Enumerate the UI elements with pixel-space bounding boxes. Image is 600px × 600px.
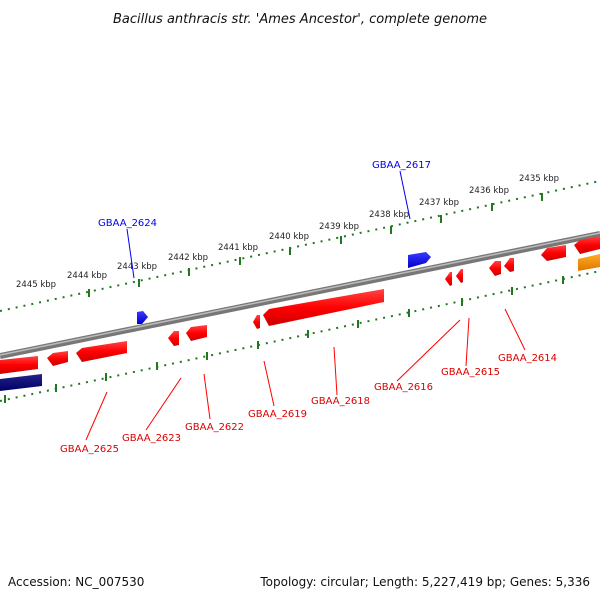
leader-gbaa-2614 bbox=[504, 308, 526, 351]
gene-label[interactable]: GBAA_2622 bbox=[185, 422, 244, 433]
gene-rna-orange[interactable] bbox=[578, 254, 600, 271]
kbp-label: 2440 kbp bbox=[269, 232, 309, 242]
kbp-label: 2438 kbp bbox=[369, 210, 409, 220]
gene-label[interactable]: GBAA_2616 bbox=[374, 382, 433, 393]
reverse-leader-lines bbox=[85, 308, 526, 441]
gene-arrow-right-2[interactable] bbox=[574, 236, 600, 254]
forward-gene-labels: GBAA_2624 GBAA_2617 bbox=[98, 160, 431, 229]
leader-gbaa-2625 bbox=[85, 391, 108, 441]
gene-label[interactable]: GBAA_2619 bbox=[248, 409, 307, 420]
genome-backbone-highlight bbox=[0, 232, 600, 356]
gene-gbaa-2614a-arrow[interactable] bbox=[489, 261, 501, 276]
gene-arrow-left-edge[interactable] bbox=[0, 356, 38, 374]
leader-gbaa-2616 bbox=[396, 319, 461, 382]
leader-gbaa-2617 bbox=[399, 170, 411, 220]
gene-gbaa-2618-arrow[interactable] bbox=[263, 289, 384, 326]
leader-gbaa-2622 bbox=[203, 373, 211, 420]
gene-gbaa-2616-arrow[interactable] bbox=[445, 272, 452, 286]
kbp-label: 2442 kbp bbox=[168, 253, 208, 263]
gene-label[interactable]: GBAA_2618 bbox=[311, 396, 370, 407]
gene-arrow-right-1[interactable] bbox=[541, 245, 566, 261]
gene-gbaa-2617-arrow[interactable] bbox=[408, 252, 431, 268]
genome-summary-text: Topology: circular; Length: 5,227,419 bp… bbox=[259, 575, 590, 589]
reverse-major-ticks bbox=[4, 276, 564, 403]
leader-gbaa-2619 bbox=[263, 360, 275, 407]
gene-other-navy[interactable] bbox=[0, 374, 42, 391]
gene-gbaa-2622-arrow[interactable] bbox=[168, 331, 179, 346]
gene-gbaa-2619-arrow[interactable] bbox=[253, 315, 260, 329]
gene-label[interactable]: GBAA_2617 bbox=[372, 160, 431, 171]
gene-label[interactable]: GBAA_2624 bbox=[98, 218, 157, 229]
kbp-scale-labels: 2445 kbp 2444 kbp 2443 kbp 2442 kbp 2441… bbox=[16, 174, 559, 290]
gene-gbaa-2624-arrow[interactable] bbox=[137, 311, 148, 324]
leader-gbaa-2624 bbox=[126, 228, 135, 279]
gene-label[interactable]: GBAA_2625 bbox=[60, 444, 119, 455]
gene-gbaa-2623-arrow[interactable] bbox=[76, 341, 127, 362]
leader-gbaa-2615 bbox=[465, 317, 470, 367]
gene-label[interactable]: GBAA_2614 bbox=[498, 353, 557, 364]
kbp-label: 2441 kbp bbox=[218, 243, 258, 253]
forward-leader-lines bbox=[126, 170, 411, 279]
kbp-label: 2444 kbp bbox=[67, 271, 107, 281]
gene-label[interactable]: GBAA_2623 bbox=[122, 433, 181, 444]
reverse-gene-labels: GBAA_2625 GBAA_2623 GBAA_2622 GBAA_2619 … bbox=[60, 353, 557, 455]
gene-gbaa-2622b-arrow[interactable] bbox=[186, 325, 207, 341]
kbp-label: 2436 kbp bbox=[469, 186, 509, 196]
gene-label[interactable]: GBAA_2615 bbox=[441, 367, 500, 378]
forward-major-ticks bbox=[88, 193, 543, 297]
gene-gbaa-2625-arrow[interactable] bbox=[47, 351, 68, 366]
genome-backbone bbox=[0, 231, 600, 359]
kbp-label: 2437 kbp bbox=[419, 198, 459, 208]
gene-gbaa-2614b-arrow[interactable] bbox=[504, 258, 514, 272]
leader-gbaa-2618 bbox=[333, 346, 338, 396]
kbp-label: 2443 kbp bbox=[117, 262, 157, 272]
kbp-label: 2435 kbp bbox=[519, 174, 559, 184]
kbp-label: 2445 kbp bbox=[16, 280, 56, 290]
leader-gbaa-2623 bbox=[145, 377, 182, 431]
kbp-label: 2439 kbp bbox=[319, 222, 359, 232]
gene-gbaa-2615-arrow[interactable] bbox=[456, 269, 463, 283]
map-title: Bacillus anthracis str. 'Ames Ancestor',… bbox=[113, 12, 487, 27]
accession-text: Accession: NC_007530 bbox=[8, 575, 144, 589]
